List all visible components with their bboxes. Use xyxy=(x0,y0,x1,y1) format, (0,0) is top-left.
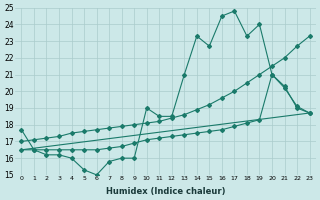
X-axis label: Humidex (Indice chaleur): Humidex (Indice chaleur) xyxy=(106,187,225,196)
